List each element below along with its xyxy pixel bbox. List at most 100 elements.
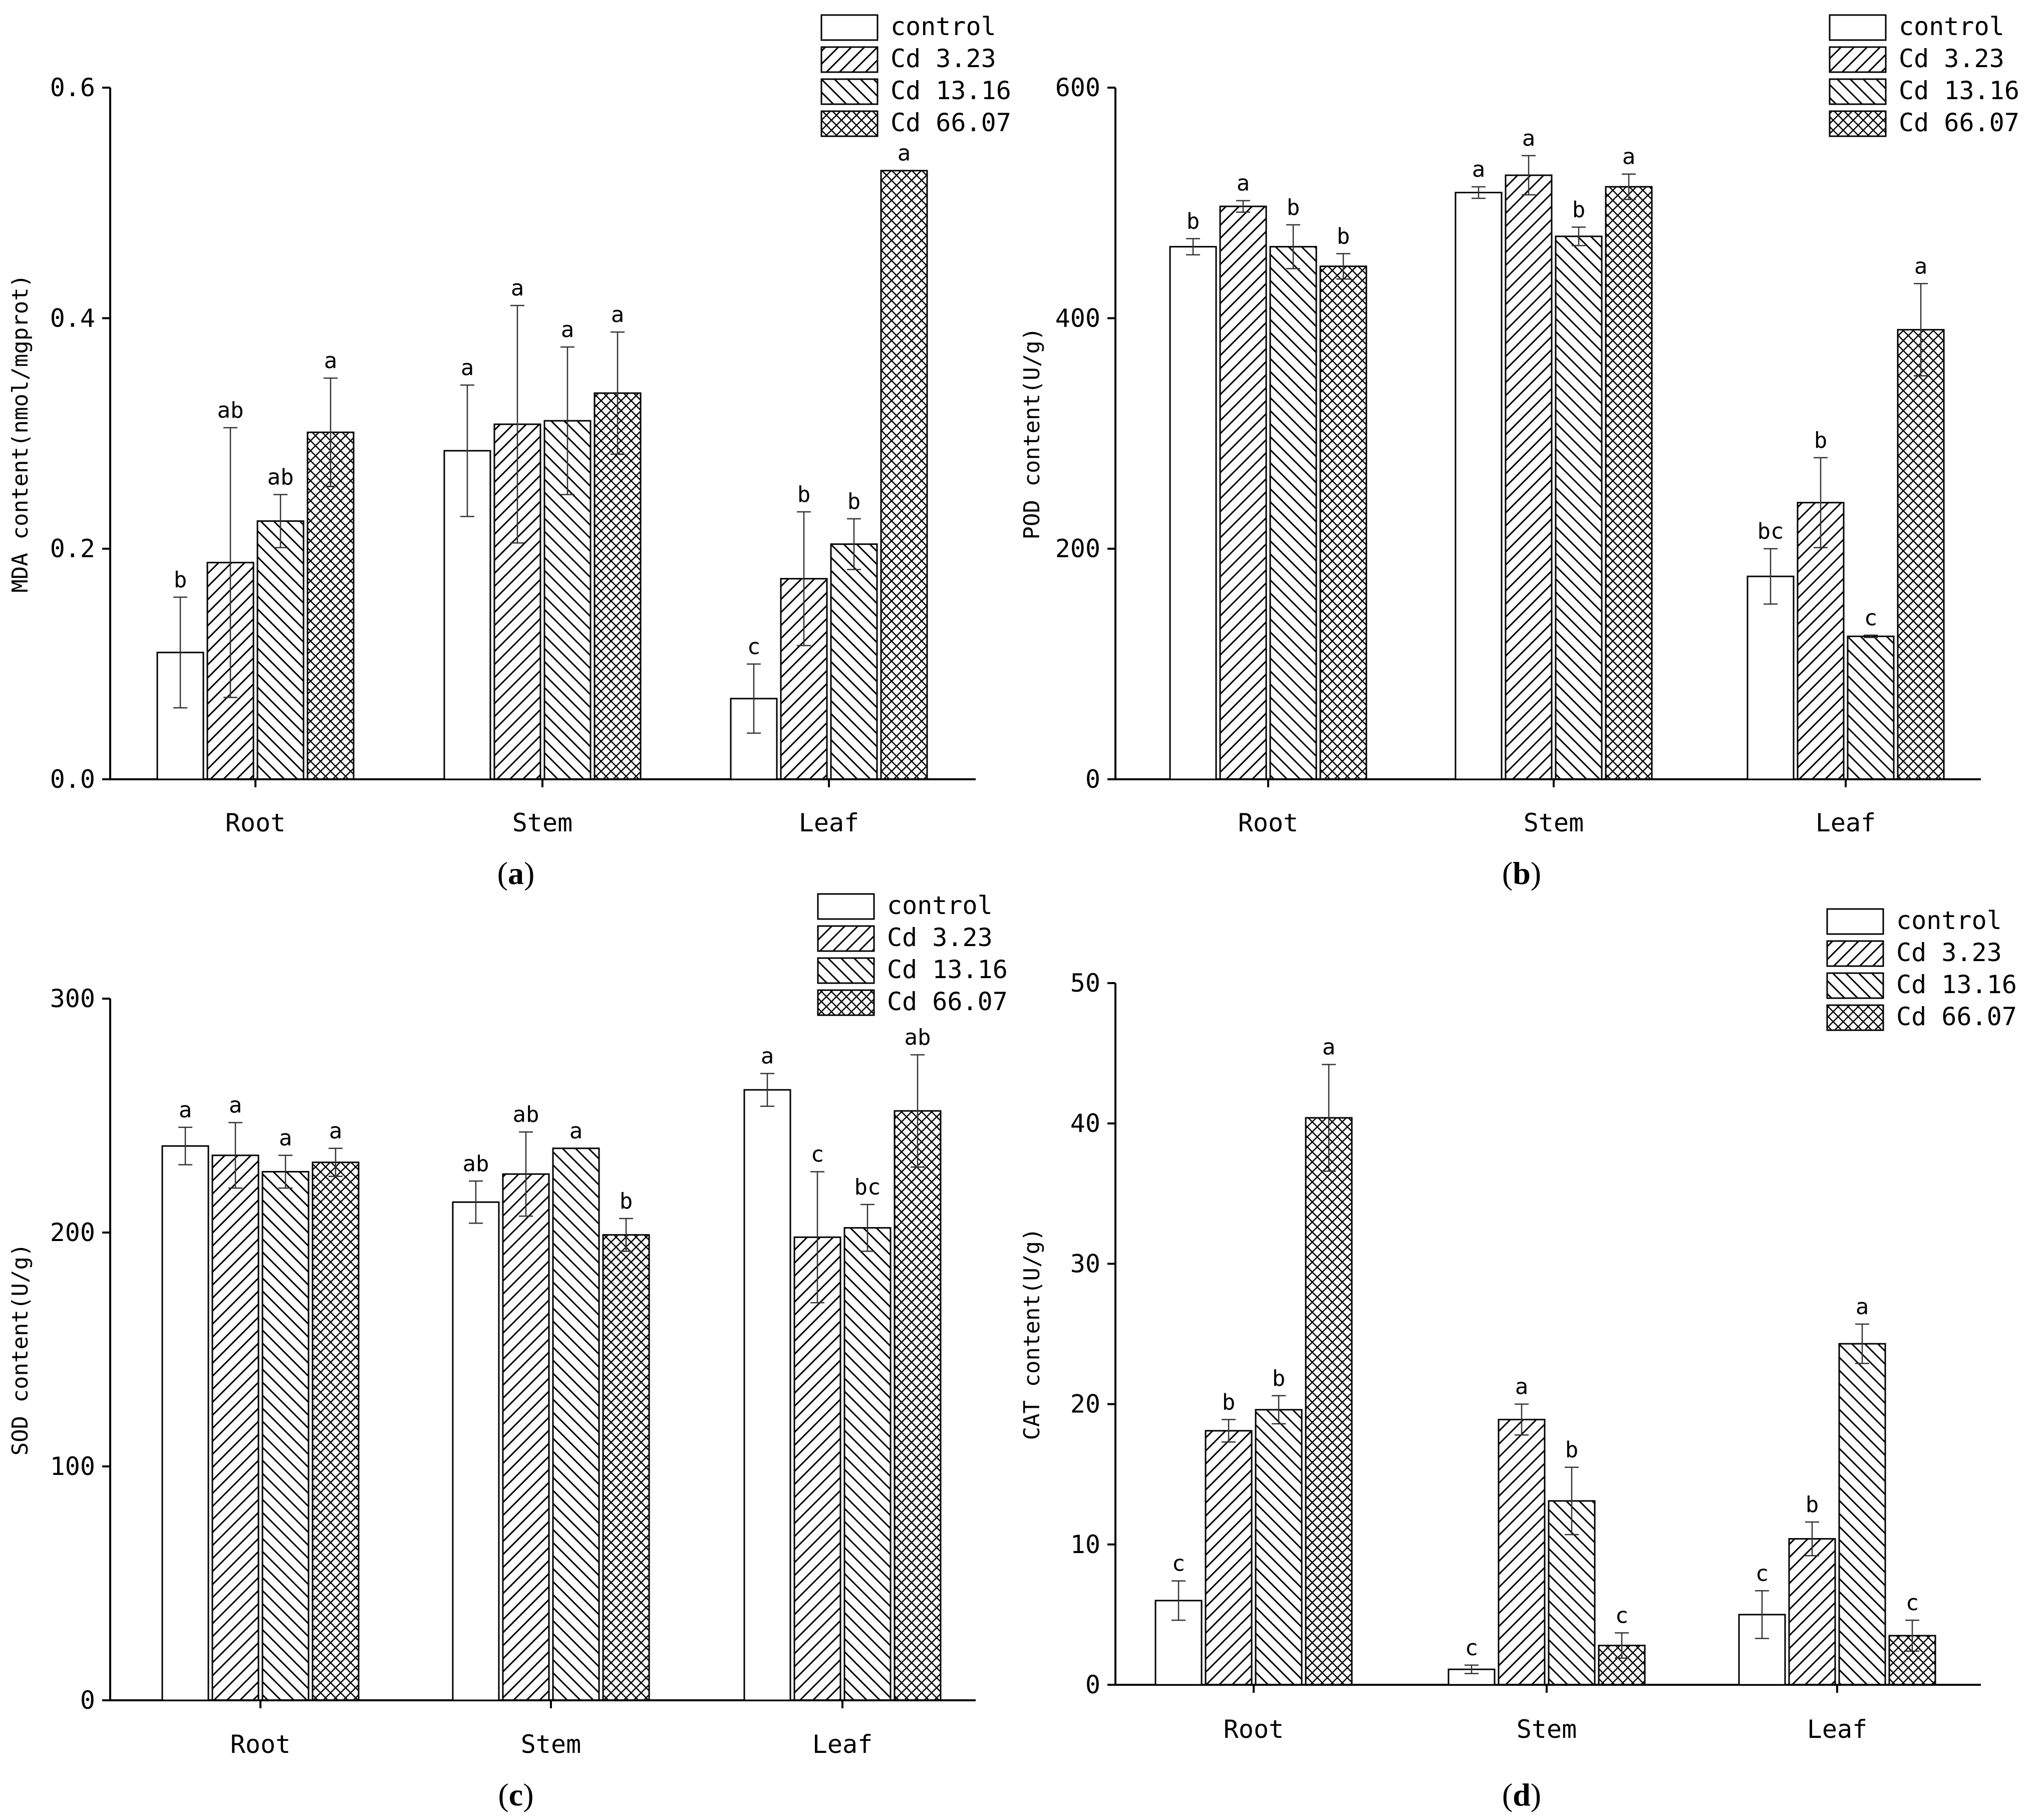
legend-swatch bbox=[820, 14, 879, 41]
bar bbox=[502, 1173, 550, 1701]
legend-label: control bbox=[891, 12, 996, 41]
significance-letter: a bbox=[1322, 1035, 1336, 1060]
legend-swatch bbox=[1826, 1004, 1884, 1031]
y-tick-label: 400 bbox=[1055, 304, 1100, 333]
significance-letter: b bbox=[1287, 195, 1300, 220]
significance-letter: a bbox=[1237, 171, 1250, 196]
chart-panel-a: 0.0 0.2 0.4 0.6 MDA content(nmol/mgprot) Root… bbox=[8, 12, 1011, 891]
legend-swatch bbox=[1826, 908, 1884, 935]
bar bbox=[312, 1161, 360, 1701]
significance-letter: a bbox=[179, 1097, 192, 1123]
significance-letter: ab bbox=[217, 398, 244, 423]
legend-label: Cd 66.07 bbox=[891, 108, 1011, 137]
panel-label-close: ) bbox=[1531, 855, 1541, 891]
panel-label-close: ) bbox=[524, 855, 534, 891]
significance-letter: b bbox=[1222, 1389, 1236, 1415]
legend-swatch bbox=[1826, 940, 1884, 967]
panel-label-open: ( bbox=[1502, 1777, 1513, 1812]
x-tick-label: Stem bbox=[1517, 1715, 1577, 1744]
bar bbox=[261, 1171, 310, 1701]
panel-label-close: ) bbox=[523, 1777, 533, 1812]
y-tick-label: 0 bbox=[80, 1686, 95, 1715]
legend-swatch bbox=[820, 46, 879, 73]
significance-letter: c bbox=[1615, 1603, 1629, 1628]
y-tick-label: 0.6 bbox=[50, 73, 95, 102]
y-tick-label: 10 bbox=[1070, 1530, 1100, 1559]
panel-label-letter: c bbox=[509, 1777, 523, 1812]
bar bbox=[1505, 174, 1553, 780]
significance-letter: c bbox=[1465, 1635, 1479, 1661]
x-tick-label: Root bbox=[1238, 808, 1298, 837]
significance-letter: c bbox=[1906, 1590, 1919, 1616]
y-tick-label: 300 bbox=[50, 984, 95, 1013]
y-axis-label: POD content(U/g) bbox=[1019, 328, 1045, 540]
significance-letter: bc bbox=[854, 1174, 881, 1200]
significance-letter: a bbox=[898, 141, 911, 166]
x-tick-label: Stem bbox=[521, 1730, 581, 1759]
significance-letter: a bbox=[511, 275, 524, 301]
y-axis-label: CAT content(U/g) bbox=[1019, 1228, 1045, 1440]
significance-letter: a bbox=[1856, 1294, 1869, 1320]
legend-label: Cd 66.07 bbox=[1896, 1002, 2017, 1031]
panel-label-close: ) bbox=[1531, 1777, 1541, 1812]
y-tick-label: 0 bbox=[1085, 1670, 1100, 1699]
bar bbox=[452, 1201, 500, 1701]
legend-swatch bbox=[1829, 78, 1887, 105]
x-tick-label: Leaf bbox=[812, 1730, 873, 1759]
legend-label: Cd 13.16 bbox=[891, 76, 1011, 105]
x-tick-label: Leaf bbox=[799, 808, 859, 837]
legend-label: Cd 13.16 bbox=[887, 955, 1008, 984]
significance-letter: b bbox=[1814, 428, 1828, 453]
bar bbox=[793, 1236, 841, 1701]
legend-label: Cd 66.07 bbox=[1899, 108, 2019, 137]
significance-letter: b bbox=[620, 1188, 633, 1214]
significance-letter: a bbox=[324, 348, 338, 374]
significance-letter: b bbox=[1187, 209, 1200, 234]
x-tick-label: Root bbox=[230, 1730, 291, 1759]
bar bbox=[1605, 186, 1653, 780]
y-tick-label: 40 bbox=[1070, 1109, 1100, 1138]
bar bbox=[256, 520, 305, 780]
legend-label: control bbox=[1899, 12, 2004, 41]
bar bbox=[1255, 1409, 1303, 1686]
significance-letter: b bbox=[797, 482, 811, 507]
legend: control Cd 3.23 Cd 13.16 Cd 66.07 bbox=[817, 891, 1008, 1016]
significance-letter: a bbox=[611, 302, 625, 328]
significance-letter: a bbox=[1515, 1374, 1529, 1400]
significance-letter: a bbox=[561, 317, 574, 343]
x-tick-label: Stem bbox=[512, 808, 572, 837]
bar bbox=[1788, 1538, 1836, 1686]
x-tick-label: Stem bbox=[1524, 808, 1584, 837]
bar bbox=[1269, 246, 1317, 780]
bar bbox=[1319, 265, 1367, 780]
legend-swatch bbox=[1826, 972, 1884, 999]
panel-label: (b) bbox=[1502, 855, 1541, 891]
bar bbox=[1219, 205, 1267, 780]
y-tick-label: 50 bbox=[1070, 969, 1100, 998]
legend-label: Cd 13.16 bbox=[1896, 970, 2017, 999]
legend-label: Cd 3.23 bbox=[1896, 938, 2002, 967]
significance-letter: a bbox=[1914, 253, 1928, 279]
significance-letter: b bbox=[1806, 1492, 1819, 1518]
legend-label: Cd 66.07 bbox=[887, 987, 1008, 1016]
bar bbox=[1838, 1343, 1886, 1686]
legend-swatch bbox=[817, 893, 875, 920]
significance-letter: b bbox=[847, 489, 861, 514]
significance-letter: a bbox=[1622, 144, 1636, 170]
bar bbox=[1847, 636, 1895, 780]
legend-swatch bbox=[817, 925, 875, 952]
bar bbox=[1498, 1418, 1546, 1686]
bar bbox=[602, 1234, 650, 1701]
y-tick-label: 100 bbox=[50, 1452, 95, 1481]
significance-letter: b bbox=[1565, 1437, 1579, 1463]
chart-panel-c: 0 100 200 300 SOD content(U/g) Root Stem Leaf a a… bbox=[8, 891, 1008, 1812]
y-tick-label: 200 bbox=[1055, 534, 1100, 563]
y-axis-label: SOD content(U/g) bbox=[8, 1244, 33, 1456]
significance-letter: a bbox=[229, 1093, 242, 1118]
bar bbox=[161, 1145, 209, 1701]
legend-label: Cd 3.23 bbox=[1899, 44, 2004, 73]
x-tick-label: Root bbox=[1224, 1715, 1284, 1744]
bar bbox=[894, 1110, 942, 1701]
panel-label: (d) bbox=[1502, 1777, 1541, 1812]
